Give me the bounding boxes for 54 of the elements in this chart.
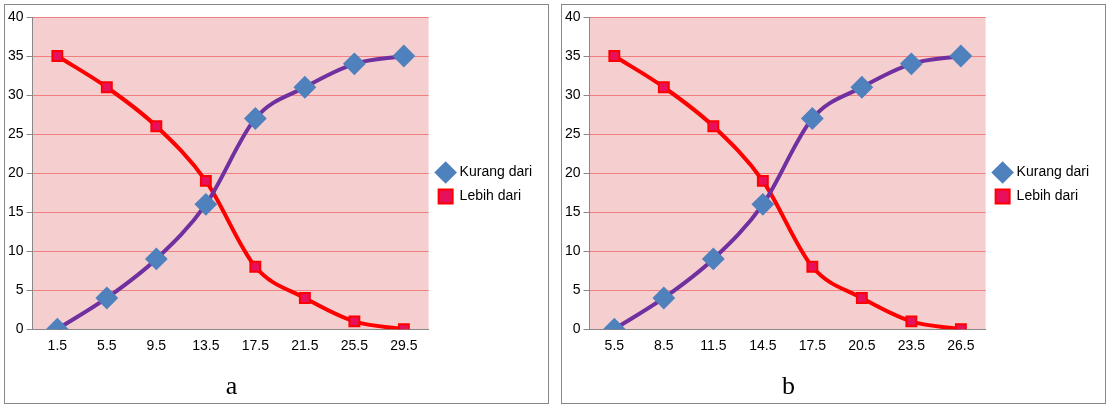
point: [348, 315, 361, 328]
point: [707, 120, 720, 133]
y-tick-label: 35: [564, 46, 581, 63]
y-tick-label: 0: [572, 320, 581, 337]
x-tick-label: 21.5: [291, 337, 319, 354]
y-tick-label: 30: [7, 85, 24, 102]
point: [150, 120, 163, 133]
point: [51, 50, 64, 62]
y-tick-label: 5: [15, 281, 24, 298]
x-tick-label: 20.5: [848, 337, 876, 354]
y-tick-label: 15: [7, 202, 24, 219]
y-tick-label: 20: [564, 163, 581, 180]
x-tick-label: 23.5: [897, 337, 926, 354]
point: [905, 315, 918, 328]
y-tick-label: 5: [572, 281, 581, 298]
x-tick-label: 5.5: [604, 337, 625, 354]
y-tick-label: 40: [7, 7, 24, 24]
x-tick-label: 5.5: [97, 337, 117, 354]
legend-label: Lebih dari: [459, 187, 522, 204]
y-tick-label: 20: [7, 163, 24, 180]
x-tick-label: 17.5: [241, 337, 270, 354]
x-tick-label: 26.5: [947, 337, 975, 354]
y-tick-label: 15: [564, 202, 581, 219]
point: [855, 292, 868, 304]
point: [249, 260, 262, 273]
text: b: [781, 371, 796, 401]
x-tick-label: 29.5: [390, 337, 418, 354]
y-tick-label: 25: [564, 124, 581, 141]
y-tick-label: 30: [564, 85, 581, 102]
x-tick-label: 8.5: [654, 337, 674, 354]
x-tick-label: 1.5: [47, 337, 68, 354]
x-tick-label: 14.5: [749, 337, 777, 354]
point: [756, 174, 769, 187]
x-tick-label: 9.5: [146, 337, 167, 354]
legend-label: Kurang dari: [1016, 163, 1090, 180]
point: [100, 81, 113, 94]
y-tick-label: 40: [564, 7, 581, 24]
y-tick-label: 0: [15, 320, 24, 337]
y-tick-label: 10: [7, 242, 24, 259]
x-tick-label: 13.5: [192, 337, 220, 354]
x-tick-label: 11.5: [700, 337, 727, 354]
y-tick-label: 25: [7, 124, 24, 141]
x-tick-label: 17.5: [798, 337, 827, 354]
text: a: [224, 371, 239, 401]
point: [657, 81, 670, 94]
x-tick-label: 25.5: [340, 337, 369, 354]
legend-label: Lebih dari: [1016, 187, 1079, 204]
legend-label: Kurang dari: [459, 163, 533, 180]
point: [806, 260, 819, 273]
point: [298, 292, 311, 304]
point: [608, 50, 621, 62]
y-tick-label: 10: [564, 242, 581, 259]
y-tick-label: 35: [7, 46, 24, 63]
point: [199, 174, 212, 187]
